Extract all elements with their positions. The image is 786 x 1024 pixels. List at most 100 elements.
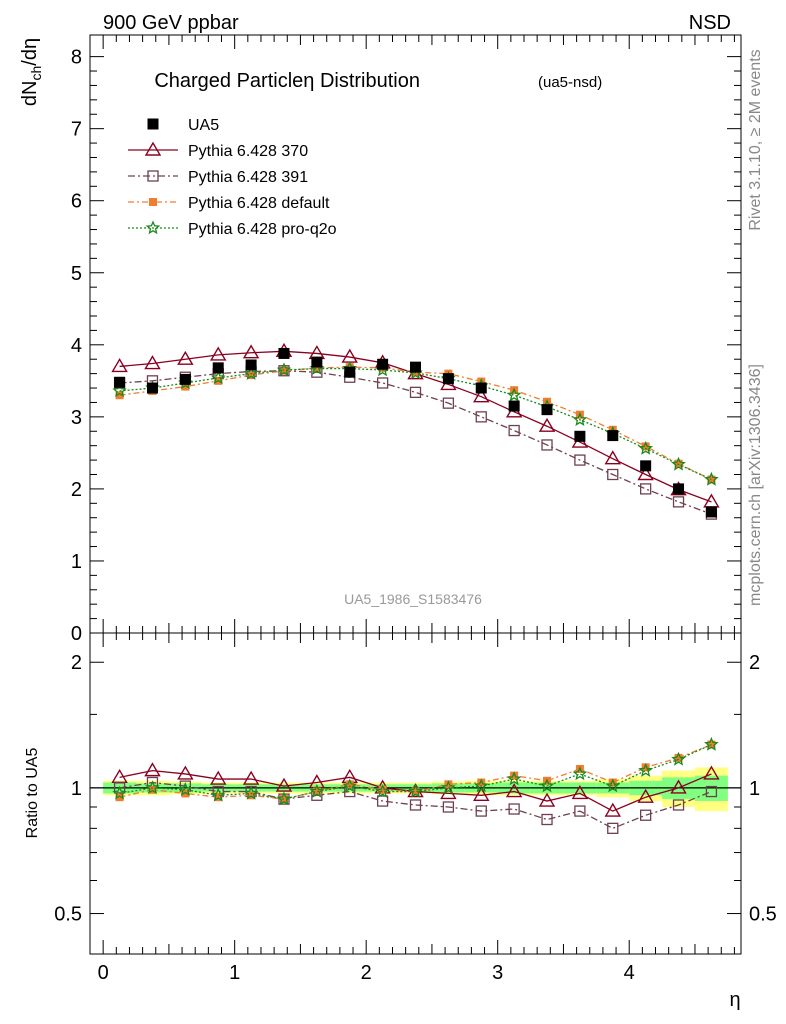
legend-entry: Pythia 6.428 pro-q2o (128, 220, 337, 238)
main-y-tick-label: 8 (71, 47, 82, 69)
data-point (604, 450, 621, 465)
data-point (179, 373, 191, 385)
data-point (442, 373, 454, 385)
data-point (473, 388, 490, 403)
legend-entry: Pythia 6.428 default (128, 195, 330, 212)
header-left: 900 GeV ppbar (103, 12, 239, 34)
main-series-group (111, 342, 720, 520)
ratio-data-point (705, 785, 718, 798)
ratio-data-point (177, 781, 193, 797)
legend-entry: Pythia 6.428 370 (128, 141, 308, 160)
x-tick-label: 0 (98, 962, 109, 984)
ratio-data-point (276, 791, 292, 806)
data-point (111, 358, 128, 373)
data-point (247, 371, 256, 380)
ratio-data-point (210, 787, 226, 802)
ratio-data-point (444, 780, 453, 789)
ratio-data-point (442, 801, 455, 813)
ratio-data-point (506, 771, 522, 786)
ratio-data-point (670, 779, 687, 794)
ratio-data-point (181, 789, 190, 798)
data-point (210, 346, 227, 361)
legend-marker (144, 141, 162, 156)
data-point (607, 430, 619, 442)
ratio-panel: 0.5 0.5 1 1 2 2 0 1 2 3 4 Ratio to UA5 η (24, 632, 777, 1011)
data-point (112, 383, 127, 398)
data-point (212, 362, 224, 374)
ratio-data-point (539, 778, 555, 793)
ratio-data-point (345, 780, 354, 789)
ratio-data-point (505, 783, 523, 798)
ratio-data-point (144, 762, 161, 777)
chart-subtitle: (ua5-nsd) (538, 74, 602, 91)
legend-label: Pythia 6.428 370 (188, 143, 308, 160)
data-point (276, 362, 292, 377)
ratio-y-tick-label-right: 0.5 (749, 904, 777, 926)
series-pythia-6-428-391 (113, 365, 718, 520)
ratio-data-point (308, 774, 326, 789)
analysis-watermark: UA5_1986_S1583476 (344, 591, 482, 607)
ratio-frame (89, 632, 742, 955)
ratio-data-point (605, 778, 621, 793)
svg-text:dNch/dη: dNch/dη (19, 38, 44, 106)
legend-marker (147, 118, 159, 130)
legend-marker (147, 170, 159, 182)
data-point (607, 468, 619, 481)
header-right: NSD (689, 12, 731, 34)
ratio-data-point (541, 813, 553, 826)
data-point (705, 506, 717, 518)
ratio-y-tick-label: 0.5 (54, 904, 82, 926)
data-point (377, 358, 389, 370)
data-point (640, 483, 652, 495)
ratio-data-point (376, 795, 389, 807)
ratio-data-point (342, 778, 358, 793)
ratio-y-tick-label: 1 (71, 778, 82, 800)
x-tick-label: 4 (624, 962, 635, 984)
data-point (144, 355, 161, 370)
side-label-top: Rivet 3.1.10, ≥ 2M events (747, 49, 764, 230)
data-point (245, 359, 257, 371)
data-point (181, 382, 190, 391)
ratio-y-label: Ratio to UA5 (24, 748, 41, 839)
legend-label: Pythia 6.428 pro-q2o (188, 221, 337, 238)
ratio-data-point (145, 780, 160, 795)
ratio-data-point (210, 770, 227, 785)
main-y-tick-label: 7 (71, 119, 82, 141)
ratio-data-point (538, 792, 556, 807)
data-point (541, 439, 553, 451)
ratio-data-point (475, 805, 487, 817)
x-tick-label: 3 (492, 962, 503, 984)
data-point (703, 493, 720, 508)
series-pythia-6-428-pro-q2o (112, 360, 719, 486)
data-point (115, 391, 124, 400)
ratio-data-point (375, 783, 390, 798)
data-point (574, 430, 586, 442)
data-point (409, 386, 422, 399)
main-y-tick-label: 4 (71, 335, 82, 357)
data-point (442, 397, 455, 409)
ratio-data-point (637, 788, 654, 803)
ratio-series-pythia-6-428-pro-q2o (112, 736, 719, 806)
ratio-data-point (242, 770, 260, 785)
ratio-data-point (671, 751, 686, 766)
ratio-data-point (574, 805, 586, 817)
main-x-ticks (102, 35, 735, 633)
main-y-axis: 0 1 2 3 4 5 6 7 8 (71, 47, 741, 645)
ratio-data-point (473, 786, 490, 801)
ratio-y-tick-label-right: 2 (749, 652, 760, 674)
ratio-data-point (674, 753, 683, 762)
data-point (672, 496, 685, 508)
series-line (119, 370, 712, 515)
side-label-bottom: mcplots.cern.ch [arXiv:1306.3436] (747, 364, 764, 606)
ratio-data-point (247, 791, 256, 800)
ratio-data-point (214, 793, 223, 802)
legend-entry: Pythia 6.428 391 (128, 169, 308, 186)
ratio-data-point (608, 778, 617, 787)
data-point (311, 356, 323, 368)
data-point (508, 424, 520, 437)
ratio-series-group (111, 736, 720, 834)
ratio-data-point (640, 809, 652, 821)
ratio-y-tick-label: 2 (71, 652, 82, 674)
legend-marker (145, 220, 161, 235)
